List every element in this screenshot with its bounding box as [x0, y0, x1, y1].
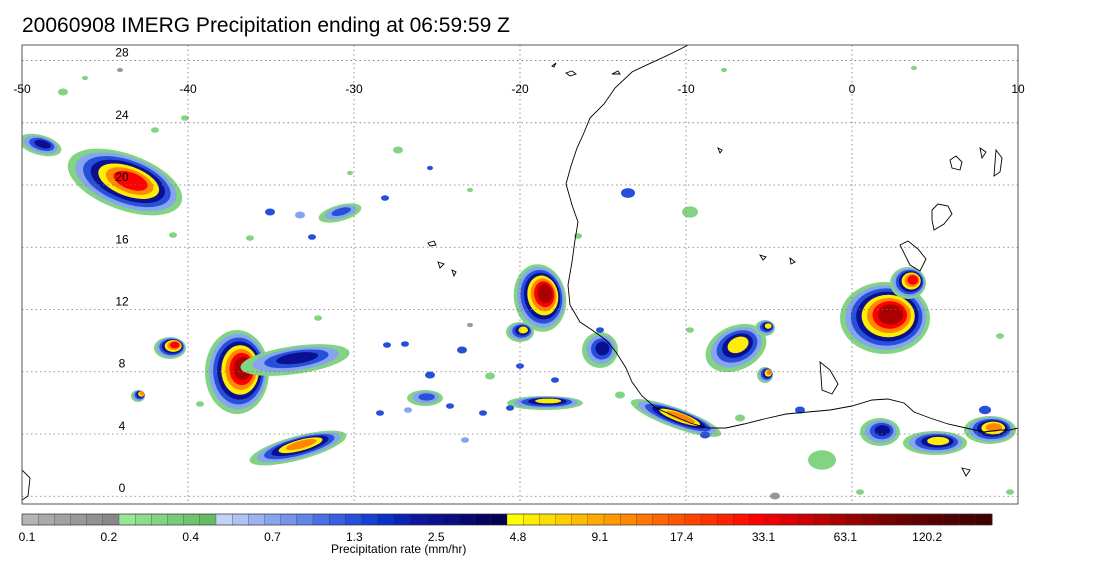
lon-tick-label: -20 — [511, 82, 529, 96]
colorbar-swatch — [878, 513, 896, 526]
lat-tick-label: 24 — [115, 108, 129, 122]
lon-tick-label: -30 — [345, 82, 363, 96]
colorbar-tick-label: 4.8 — [510, 530, 527, 544]
colorbar-swatch — [345, 513, 362, 526]
colorbar-swatch — [232, 513, 249, 526]
colorbar-swatch — [636, 513, 653, 526]
colorbar-tick-label: 9.1 — [591, 530, 608, 544]
colorbar-swatch — [54, 513, 71, 526]
colorbar-swatch — [38, 513, 55, 526]
colorbar-swatch — [911, 513, 928, 526]
colorbar-swatch — [975, 513, 993, 526]
colorbar-swatch — [765, 513, 783, 526]
colorbar-tick-label: 63.1 — [834, 530, 858, 544]
colorbar-swatch — [781, 513, 799, 526]
colorbar-tick-label: 0.4 — [182, 530, 199, 544]
colorbar-swatch — [814, 513, 831, 526]
longitude-labels: -50 -40 -30 -20 -10 0 10 — [13, 82, 1025, 96]
colorbar-tick-label: 1.3 — [346, 530, 363, 544]
coastline — [22, 45, 1018, 501]
colorbar-swatch — [668, 513, 686, 526]
lon-tick-label: -40 — [179, 82, 197, 96]
colorbar-swatch — [118, 513, 136, 526]
colorbar-swatch — [280, 513, 298, 526]
colorbar-tick-label: 0.7 — [264, 530, 281, 544]
colorbar-swatch — [717, 513, 734, 526]
colorbar-swatch — [571, 513, 589, 526]
colorbar-swatch — [506, 513, 524, 526]
colorbar-swatch — [474, 513, 492, 526]
colorbar-swatch — [797, 513, 815, 526]
colorbar-swatch — [539, 513, 556, 526]
lon-tick-label: -50 — [13, 82, 31, 96]
colorbar-swatch — [86, 513, 104, 526]
colorbar-swatch — [587, 513, 605, 526]
lat-tick-label: 12 — [115, 295, 129, 309]
colorbar-swatch — [393, 513, 411, 526]
lat-tick-label: 28 — [115, 46, 129, 60]
colorbar-swatch — [296, 513, 314, 526]
colorbar-tick-label: 17.4 — [670, 530, 694, 544]
colorbar-swatch — [943, 513, 961, 526]
colorbar-swatch — [167, 513, 185, 526]
lon-tick-label: 10 — [1011, 82, 1025, 96]
colorbar-swatch — [959, 513, 977, 526]
colorbar-swatch — [377, 513, 395, 526]
colorbar-swatch — [652, 513, 670, 526]
colorbar-swatch — [603, 513, 621, 526]
colorbar-swatch — [523, 513, 540, 526]
lat-tick-label: 16 — [115, 232, 129, 246]
lon-tick-label: -10 — [677, 82, 695, 96]
colorbar-swatch — [409, 513, 427, 526]
colorbar-swatch — [830, 513, 847, 526]
colorbar-swatch — [894, 513, 912, 526]
colorbar-swatch — [733, 513, 750, 526]
colorbar-tick-label: 120.2 — [912, 530, 942, 544]
colorbar-tick-labels: 0.1 0.2 0.4 0.7 1.3 2.5 4.8 9.1 17.4 33.1 63.1 120.… — [19, 530, 943, 544]
colorbar-swatch — [458, 513, 476, 526]
colorbar-swatch — [21, 513, 39, 526]
colorbar-swatch — [846, 513, 864, 526]
colorbar-tick-label: 33.1 — [752, 530, 776, 544]
colorbar-swatch — [248, 513, 265, 526]
colorbar-swatch — [620, 513, 637, 526]
colorbar-swatch — [102, 513, 120, 526]
colorbar-swatch — [862, 513, 880, 526]
colorbar-swatch — [215, 513, 233, 526]
map-frame — [21, 44, 1019, 505]
colorbar-swatch — [70, 513, 88, 526]
colorbar-swatch — [749, 513, 767, 526]
colorbar-tick-label: 0.2 — [100, 530, 117, 544]
colorbar-swatch — [264, 513, 282, 526]
colorbar — [21, 513, 993, 526]
lon-tick-label: 0 — [849, 82, 856, 96]
colorbar-swatch — [442, 513, 459, 526]
colorbar-swatch — [490, 513, 508, 526]
colorbar-swatch — [135, 513, 152, 526]
precipitation-field — [22, 65, 1016, 500]
colorbar-tick-label: 0.1 — [19, 530, 36, 544]
lat-tick-label: 4 — [119, 419, 126, 433]
colorbar-swatch — [361, 513, 379, 526]
lat-tick-label: 20 — [115, 170, 129, 184]
colorbar-swatch — [312, 513, 330, 526]
colorbar-swatch — [426, 513, 443, 526]
colorbar-swatch — [199, 513, 217, 526]
colorbar-swatch — [183, 513, 201, 526]
lat-tick-label: 8 — [119, 357, 126, 371]
colorbar-swatch — [329, 513, 346, 526]
latitude-labels: 28 24 20 16 12 8 4 0 — [115, 46, 129, 496]
colorbar-label: Precipitation rate (mm/hr) — [331, 542, 467, 556]
colorbar-swatch — [151, 513, 168, 526]
colorbar-swatch — [555, 513, 573, 526]
colorbar-tick-label: 2.5 — [428, 530, 445, 544]
colorbar-swatch — [684, 513, 702, 526]
colorbar-swatch — [927, 513, 944, 526]
map-title: 20060908 IMERG Precipitation ending at 0… — [22, 14, 510, 37]
lat-tick-label: 0 — [119, 481, 126, 495]
colorbar-swatch — [700, 513, 718, 526]
